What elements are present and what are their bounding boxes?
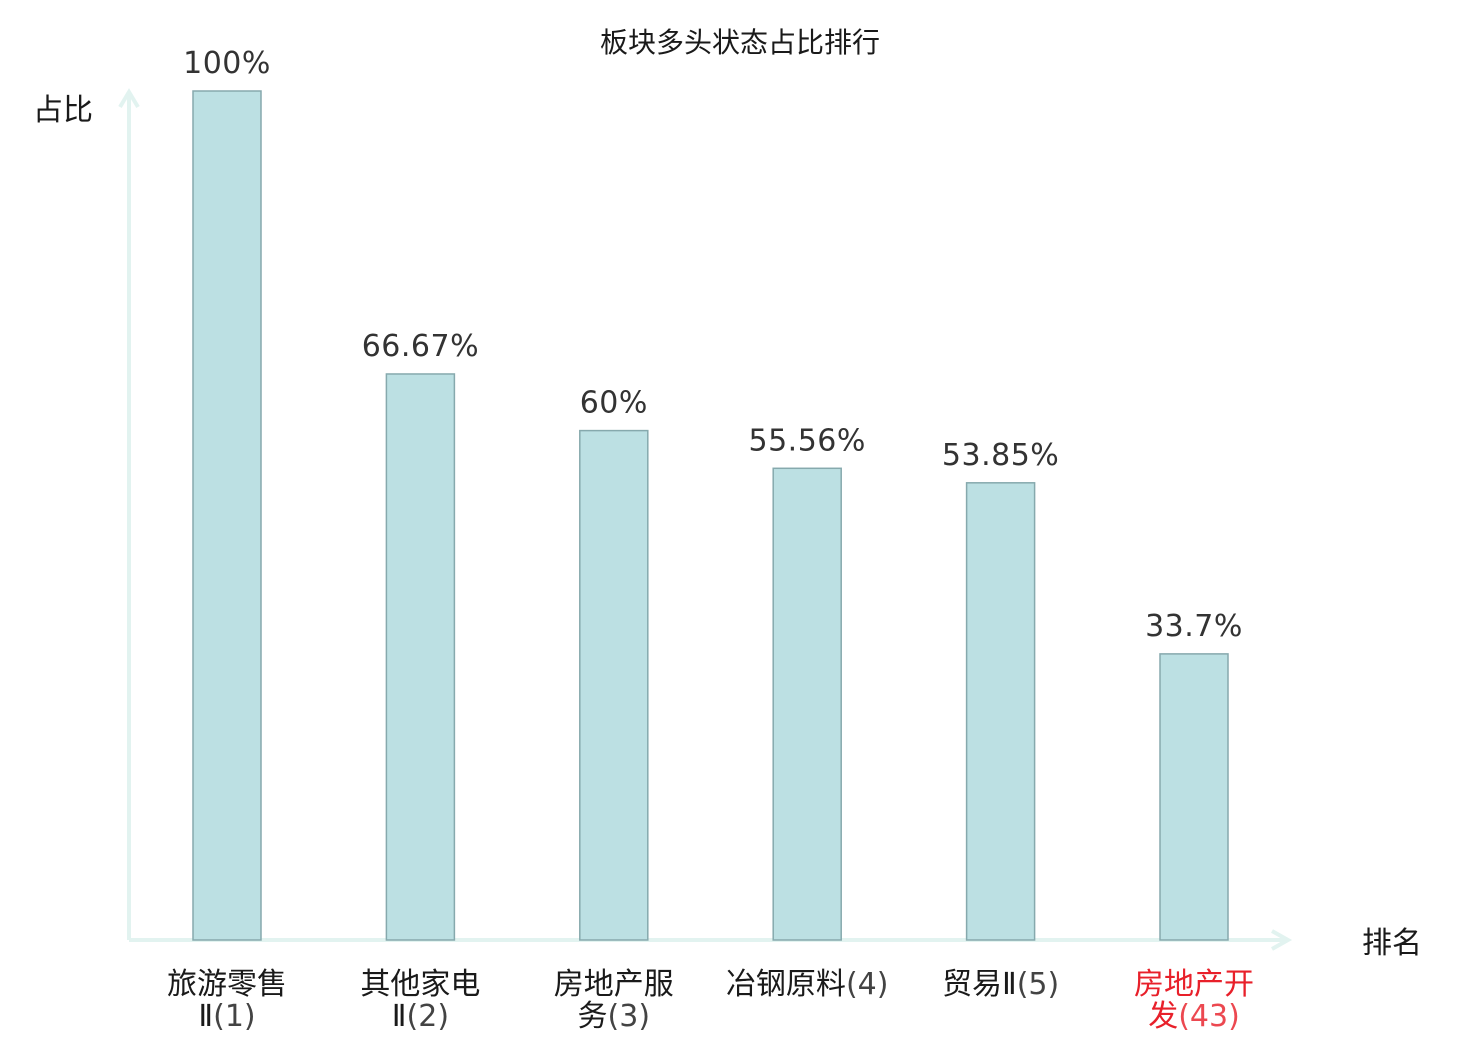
x-tick-rank: (4) <box>846 967 889 1002</box>
x-tick-name: 其他家电 <box>360 967 480 1002</box>
bar <box>772 467 842 941</box>
x-tick-name: 旅游零售 <box>167 967 287 1002</box>
x-tick-name: Ⅱ <box>198 999 213 1034</box>
x-tick-label: 房地产开 <box>1134 967 1254 1002</box>
x-tick-rank: (2) <box>407 999 450 1034</box>
bar-value-label: 60% <box>580 386 648 421</box>
chart-title: 板块多头状态占比排行 <box>600 26 880 59</box>
y-axis-label: 占比 <box>33 93 93 128</box>
x-tick-name: 发 <box>1148 999 1178 1034</box>
bar-value-label: 55.56% <box>749 423 866 458</box>
x-tick-rank: (3) <box>608 999 651 1034</box>
x-tick-label: 务(3) <box>578 999 651 1034</box>
bar <box>385 373 456 941</box>
x-tick-label: 其他家电 <box>360 967 480 1002</box>
x-tick-name: Ⅱ <box>392 999 407 1034</box>
x-tick-label: Ⅱ(1) <box>198 999 255 1034</box>
x-tick-label: 房地产服 <box>554 967 674 1002</box>
x-tick-name: 房地产服 <box>554 967 674 1002</box>
x-axis-label: 排名 <box>1362 926 1422 961</box>
bar <box>1159 653 1229 941</box>
x-tick-label: 贸易Ⅱ(5) <box>942 967 1059 1002</box>
x-tick-label: 冶钢原料(4) <box>726 967 889 1002</box>
x-tick-name: 贸易Ⅱ <box>942 967 1017 1002</box>
bar <box>965 482 1036 941</box>
x-tick-label: 旅游零售 <box>167 967 287 1002</box>
bar-value-label: 33.7% <box>1145 609 1243 644</box>
bar-value-label: 53.85% <box>942 438 1059 473</box>
x-tick-name: 冶钢原料 <box>726 967 846 1002</box>
x-axis-arrow-icon <box>1271 929 1293 951</box>
x-tick-label: Ⅱ(2) <box>392 999 449 1034</box>
bar <box>579 429 649 941</box>
x-tick-label: 发(43) <box>1148 999 1240 1034</box>
x-tick-name: 务 <box>578 999 608 1034</box>
x-tick-rank: (5) <box>1017 967 1060 1002</box>
x-tick-rank: (43) <box>1178 999 1240 1034</box>
bar <box>192 90 262 941</box>
bars-group: 100%旅游零售Ⅱ(1)66.67%其他家电Ⅱ(2)60%房地产服务(3)55.… <box>167 46 1254 1034</box>
y-axis-arrow-icon <box>118 88 140 109</box>
x-tick-name: 房地产开 <box>1134 967 1254 1002</box>
bar-value-label: 100% <box>183 46 271 81</box>
bar-value-label: 66.67% <box>362 329 479 364</box>
x-tick-rank: (1) <box>213 999 256 1034</box>
